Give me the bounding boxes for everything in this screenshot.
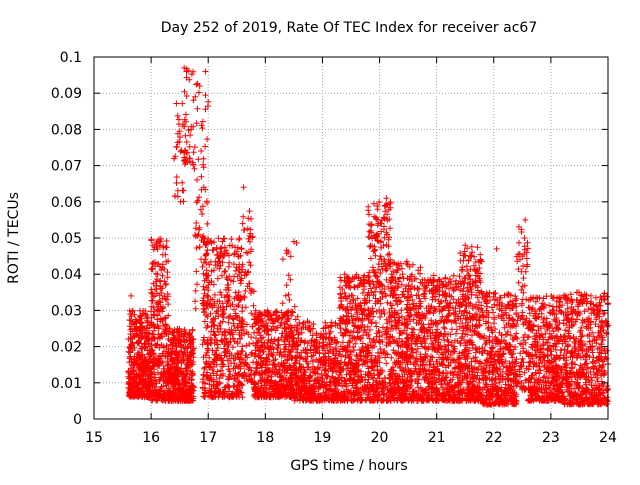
- y-tick-label: 0.04: [51, 267, 82, 283]
- y-tick-label: 0.08: [51, 122, 82, 138]
- y-tick-label: 0.07: [51, 159, 82, 175]
- y-tick-label: 0: [73, 412, 82, 428]
- y-tick-label: 0.02: [51, 340, 82, 356]
- x-tick-label: 22: [485, 430, 503, 446]
- x-tick-label: 16: [142, 430, 160, 446]
- y-tick-label: 0.01: [51, 376, 82, 392]
- y-tick-label: 0.1: [60, 50, 82, 66]
- x-tick-label: 19: [314, 430, 332, 446]
- y-axis-label: ROTI / TECUs: [6, 192, 22, 284]
- y-tick-label: 0.03: [51, 303, 82, 319]
- y-tick-label: 0.05: [51, 231, 82, 247]
- x-tick-label: 17: [199, 430, 217, 446]
- x-tick-label: 23: [542, 430, 560, 446]
- x-tick-label: 18: [256, 430, 274, 446]
- x-axis-label: GPS time / hours: [290, 458, 407, 474]
- x-tick-label: 21: [428, 430, 446, 446]
- y-tick-label: 0.06: [51, 195, 82, 211]
- chart-title: Day 252 of 2019, Rate Of TEC Index for r…: [161, 20, 537, 36]
- roti-points: [125, 64, 611, 408]
- data-points: [125, 64, 611, 408]
- axis-ticks: 15 16 17 18 19 20 21 22 23 24 0 0.01 0.02 0.03 0.04 0.0…: [51, 50, 617, 446]
- x-tick-label: 15: [85, 430, 103, 446]
- x-tick-label: 20: [371, 430, 389, 446]
- x-tick-label: 24: [599, 430, 617, 446]
- y-tick-label: 0.09: [51, 86, 82, 102]
